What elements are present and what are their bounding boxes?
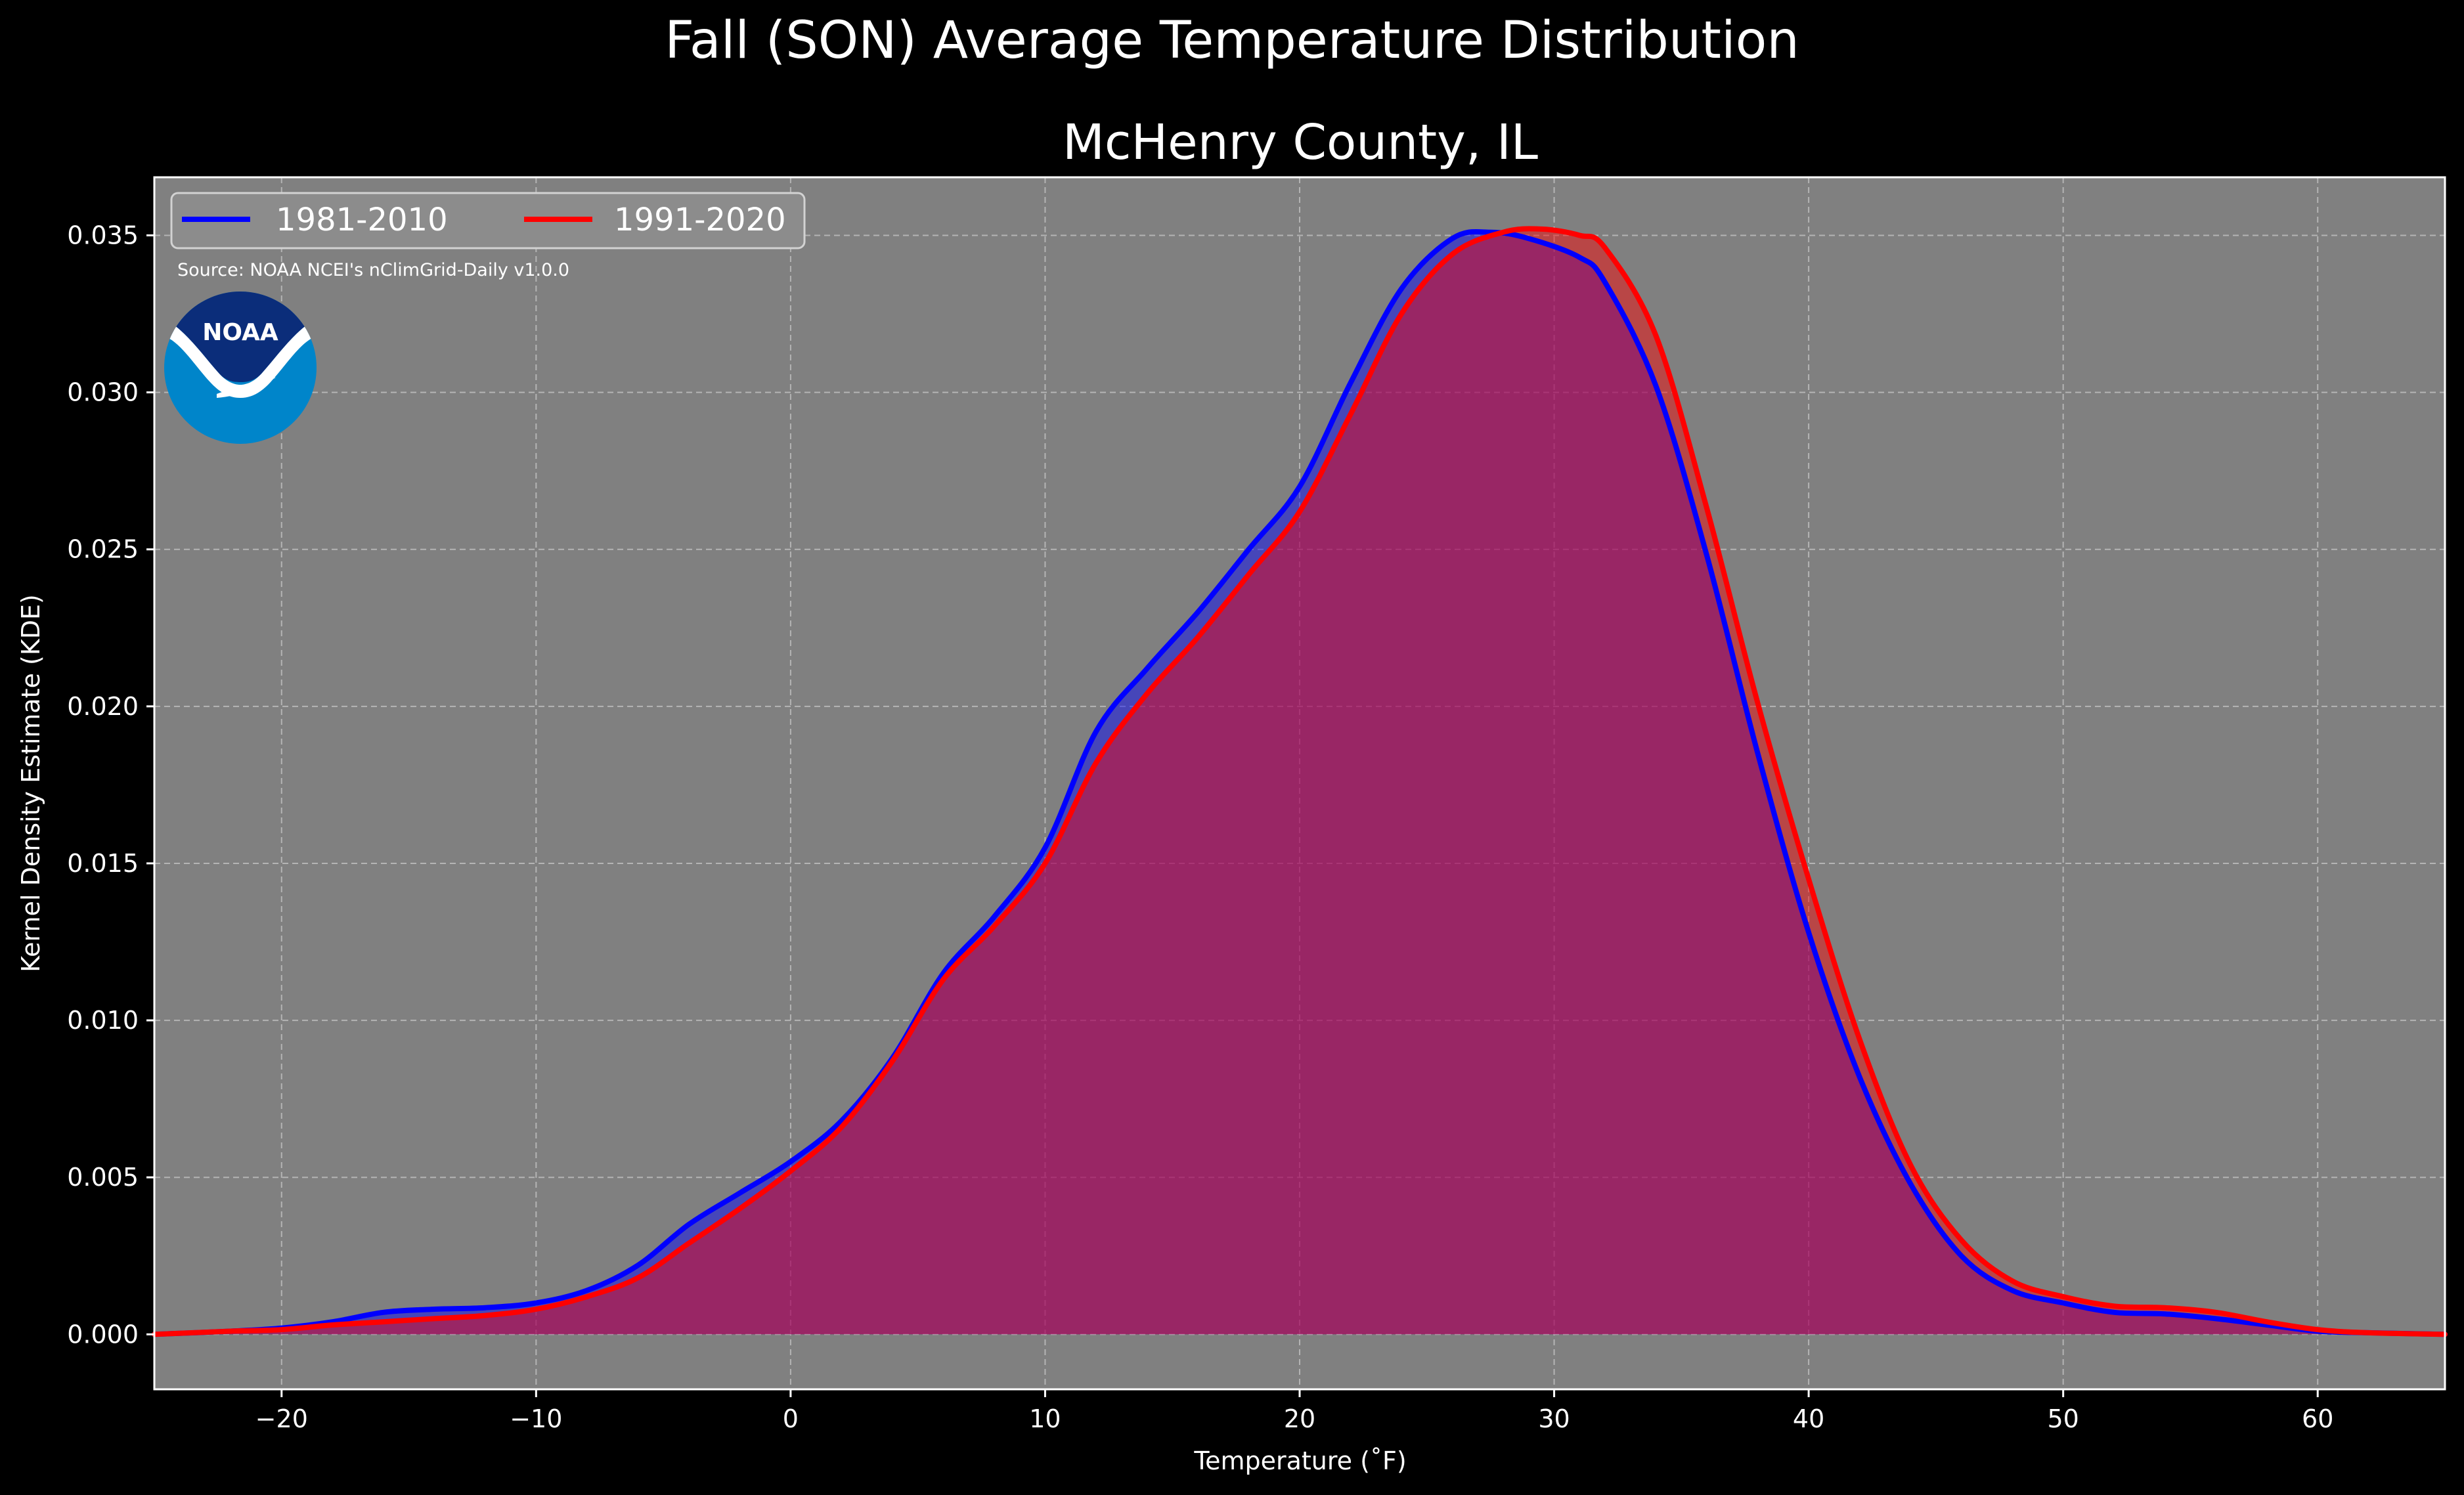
- series-fills: [154, 228, 2445, 1335]
- y-tick-label: 0.030: [67, 378, 139, 407]
- x-tick-label: 10: [1029, 1404, 1061, 1433]
- chart-title: McHenry County, IL: [1063, 114, 1538, 171]
- legend-label-1991-2020: 1991-2020: [614, 202, 786, 238]
- plot-area: [152, 176, 2448, 1391]
- x-tick-label: −20: [255, 1404, 308, 1433]
- x-tick-label: 0: [783, 1404, 799, 1433]
- y-tick-label: 0.010: [67, 1006, 139, 1035]
- series-line-1981-2010: [152, 228, 2448, 1337]
- noaa-logo-text: NOAA: [202, 319, 278, 346]
- x-axis: −20 −10 0 10 20 30 40 50 60: [255, 1389, 2333, 1433]
- y-tick-label: 0.020: [67, 692, 139, 721]
- x-tick-label: 40: [1793, 1404, 1824, 1433]
- x-tick-label: 60: [2302, 1404, 2333, 1433]
- y-tick-label: 0.000: [67, 1320, 139, 1349]
- y-axis-label: Kernel Density Estimate (KDE): [16, 594, 45, 972]
- legend-label-1981-2010: 1981-2010: [276, 202, 448, 238]
- x-tick-label: 30: [1538, 1404, 1570, 1433]
- y-tick-label: 0.015: [67, 849, 139, 878]
- noaa-logo-bird: [164, 319, 317, 398]
- grid: [154, 177, 2445, 1389]
- noaa-logo-top: [164, 292, 317, 382]
- noaa-logo: NOAA: [164, 292, 317, 444]
- chart-suptitle: Fall (SON) Average Temperature Distribut…: [665, 11, 1799, 70]
- x-tick-label: 50: [2047, 1404, 2079, 1433]
- series-fill-1991-2020: [154, 228, 2445, 1335]
- x-tick-label: 20: [1284, 1404, 1315, 1433]
- legend-box: [170, 192, 806, 249]
- source-annotation: Source: NOAA NCEI's nClimGrid-Daily v1.0…: [177, 260, 569, 280]
- y-tick-label: 0.025: [67, 535, 139, 564]
- noaa-logo-swoosh: [217, 378, 276, 398]
- series-fill-1981-2010: [154, 231, 2445, 1335]
- y-axis: 0.000 0.005 0.010 0.015 0.020 0.025 0.030 0.035: [67, 221, 154, 1349]
- x-axis-label: Temperature (˚F): [1193, 1446, 1406, 1475]
- x-tick-label: −10: [510, 1404, 562, 1433]
- legend: 1981-2010 1991-2020: [170, 192, 806, 249]
- series-lines: [152, 226, 2448, 1337]
- y-tick-label: 0.035: [67, 221, 139, 249]
- y-tick-label: 0.005: [67, 1163, 139, 1192]
- series-line-1991-2020: [152, 226, 2448, 1337]
